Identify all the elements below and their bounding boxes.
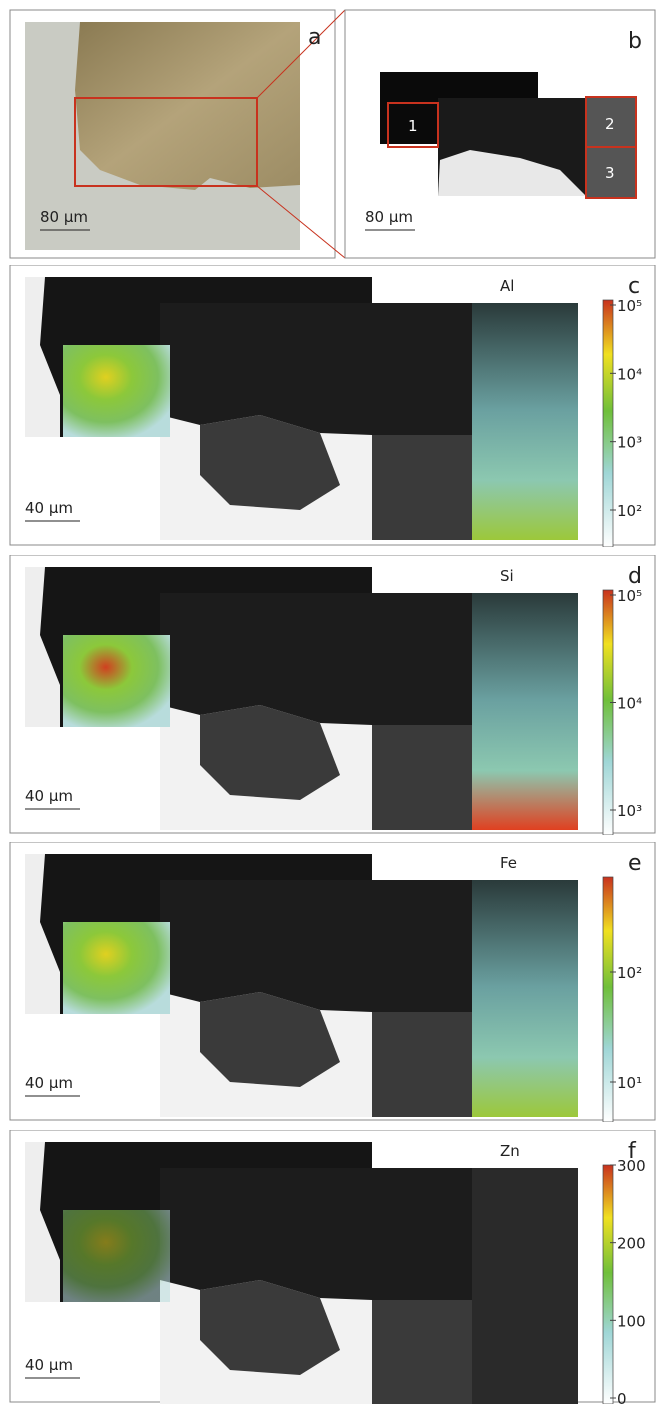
scale-label: 40 µm <box>25 499 73 517</box>
element-map <box>472 593 578 830</box>
element-map <box>472 303 578 540</box>
panel-label: e <box>628 851 642 876</box>
colorbar <box>603 590 613 835</box>
colorbar-label: 10³ <box>617 802 642 820</box>
map-panel: Al c 40 µm 10⁵ 10⁴ 10³ 10² <box>0 265 664 547</box>
top-panels: a 80 µm 1 2 3 b 80 µm <box>0 0 664 262</box>
scale-label: 40 µm <box>25 787 73 805</box>
colorbar-label: 10⁴ <box>617 695 642 713</box>
scale-label: 40 µm <box>25 1074 73 1092</box>
element-map <box>63 345 170 437</box>
panel-label: b <box>628 29 642 54</box>
sem-image <box>372 435 472 540</box>
colorbar-label: 200 <box>617 1235 646 1253</box>
element-map <box>472 880 578 1117</box>
element-map <box>63 922 170 1014</box>
region-label: 1 <box>408 117 418 135</box>
colorbar <box>603 1165 613 1404</box>
element-map <box>63 635 170 727</box>
colorbar-label: 10² <box>617 502 642 520</box>
panel-label: a <box>308 25 321 50</box>
colorbar-label: 300 <box>617 1157 646 1175</box>
colorbar-label: 10⁵ <box>617 587 642 605</box>
element-label: Zn <box>500 1142 520 1160</box>
colorbar-label: 0 <box>617 1390 627 1404</box>
sem-image <box>372 1300 472 1404</box>
element-label: Si <box>500 567 514 585</box>
sample <box>75 22 300 190</box>
figure: a 80 µm 1 2 3 b 80 µm Al c 40 µm 10⁵ 10⁴ 10³ 1… <box>0 0 664 1407</box>
colorbar-label: 10⁴ <box>617 365 642 383</box>
region-label: 3 <box>605 164 615 182</box>
colorbar-label: 10¹ <box>617 1074 642 1092</box>
sem-image <box>372 1012 472 1117</box>
element-map <box>472 1168 578 1404</box>
scale-label: 80 µm <box>40 208 88 226</box>
colorbar-label: 10⁵ <box>617 297 642 315</box>
colorbar-label: 10³ <box>617 434 642 452</box>
map-panel: Fe e 40 µm 10² 10¹ <box>0 842 664 1122</box>
element-map <box>63 1210 170 1302</box>
scale-label: 80 µm <box>365 208 413 226</box>
region-label: 2 <box>605 115 615 133</box>
colorbar-label: 100 <box>617 1312 646 1330</box>
element-label: Fe <box>500 854 517 872</box>
map-panel: Si d 40 µm 10⁵ 10⁴ 10³ <box>0 555 664 835</box>
panel-label: d <box>628 564 642 589</box>
colorbar <box>603 877 613 1122</box>
sem-image <box>372 725 472 830</box>
colorbar-label: 10² <box>617 964 642 982</box>
element-label: Al <box>500 277 514 295</box>
panel-label: c <box>628 274 640 299</box>
scale-label: 40 µm <box>25 1356 73 1374</box>
